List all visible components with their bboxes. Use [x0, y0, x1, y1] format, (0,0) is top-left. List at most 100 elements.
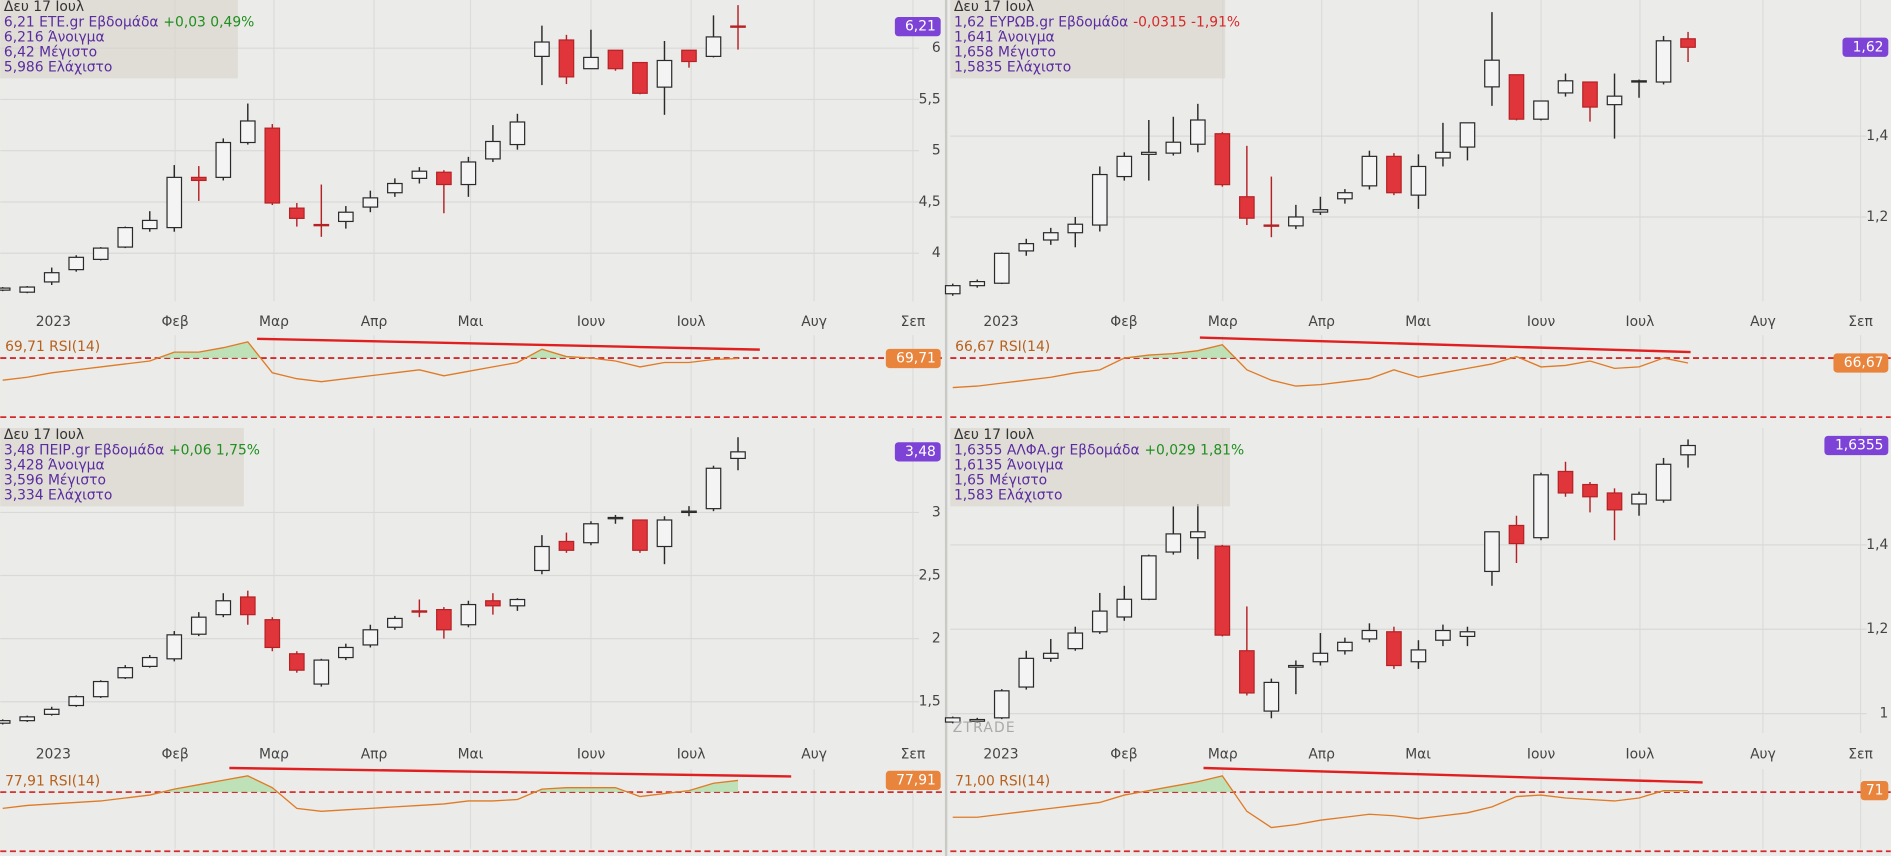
- candle-body: [509, 598, 526, 607]
- candle-body: [1582, 81, 1598, 108]
- candle-body: [705, 36, 722, 57]
- x-tick-label: Μαι: [1405, 314, 1431, 330]
- candle-body: [1312, 652, 1329, 663]
- candle-body: [1288, 664, 1304, 668]
- rsi-tag: [885, 348, 941, 369]
- candle-body: [1140, 151, 1157, 155]
- info-name-line: 6,21 ETE.gr Εβδομάδα +0,03 0,49%: [4, 14, 254, 30]
- rsi-line: [952, 775, 1689, 829]
- candle-body: [1091, 173, 1108, 226]
- info-name: 1,6355 ΑΛΦΑ.gr Εβδομάδα: [954, 442, 1140, 458]
- x-tick-label: Σεπ: [1848, 747, 1873, 763]
- x-tick-label: Απρ: [361, 747, 388, 763]
- candle-body: [1655, 40, 1672, 83]
- candle-body: [239, 120, 256, 144]
- trend-line: [257, 337, 760, 351]
- candle-body: [215, 600, 232, 616]
- candle-body: [1239, 650, 1255, 694]
- rsi-line: [2, 775, 739, 812]
- x-tick-label: Απρ: [1308, 314, 1335, 330]
- x-tick-label: 2023: [36, 747, 71, 763]
- candle-body: [1410, 649, 1427, 663]
- info-name: 3,48 ΠΕΙΡ.gr Εβδομάδα: [4, 442, 164, 458]
- y-tick-label: 2,5: [919, 568, 941, 584]
- x-tick-label: Σεπ: [901, 747, 926, 763]
- price-tag: [894, 17, 941, 37]
- y-tick-label: 4: [932, 245, 941, 261]
- candle-body: [387, 617, 403, 628]
- info-date: Δευ 17 Ιουλ: [954, 0, 1034, 15]
- candle-body: [656, 519, 673, 548]
- candle-body: [1606, 95, 1623, 106]
- candle-body: [1655, 463, 1672, 501]
- info-low-label: 3,334 Ελάχιστο: [4, 488, 112, 504]
- candle-body: [1459, 631, 1476, 638]
- candle-body: [1263, 681, 1280, 712]
- candle-body: [558, 540, 575, 551]
- candle-body: [1091, 610, 1108, 633]
- candle-body: [681, 49, 697, 63]
- candle-body: [583, 56, 599, 70]
- candle-body: [43, 272, 60, 283]
- candle-body: [387, 182, 403, 194]
- x-tick-label: Φεβ: [161, 314, 188, 330]
- candle-body: [509, 121, 526, 146]
- y-tick-label: 1,4: [1866, 128, 1888, 144]
- candle-body: [1165, 533, 1182, 553]
- candle-body: [0, 287, 11, 291]
- x-tick-label: Απρ: [1308, 747, 1335, 763]
- candle-body: [607, 516, 624, 520]
- candle-body: [485, 140, 501, 160]
- candle-body: [1533, 474, 1549, 539]
- candle-body: [1116, 598, 1133, 618]
- candle-body: [1361, 155, 1378, 187]
- rsi-tag-label: 69,71: [896, 350, 936, 366]
- candle-body: [1435, 629, 1451, 641]
- candle-body: [1582, 483, 1598, 498]
- y-tick-label: 1,5: [919, 694, 941, 710]
- candle-body: [1410, 165, 1427, 196]
- candle-body: [436, 608, 452, 631]
- info-low-label: 1,5835 Ελάχιστο: [954, 60, 1071, 76]
- candle-body: [1508, 74, 1525, 120]
- info-name: 6,21 ETE.gr Εβδομάδα: [4, 14, 159, 30]
- price-tag: [1842, 37, 1889, 57]
- info-name-line: 1,6355 ΑΛΦΑ.gr Εβδομάδα +0,029 1,81%: [954, 442, 1244, 458]
- candle-body: [1680, 38, 1696, 48]
- candle-body: [1508, 524, 1525, 545]
- price-tag: [894, 442, 941, 462]
- candle-body: [705, 467, 722, 510]
- candle-body: [656, 59, 673, 88]
- candle-body: [264, 127, 281, 204]
- candle-body: [190, 616, 207, 635]
- info-name-line: 1,62 ΕΥΡΩΒ.gr Εβδομάδα -0,0315 -1,91%: [954, 14, 1240, 30]
- info-open-label: 1,6135 Άνοιγμα: [954, 457, 1064, 473]
- candle-body: [969, 281, 986, 287]
- candle-body: [338, 646, 354, 659]
- rsi-tag-label: 71: [1866, 783, 1884, 799]
- candle-body: [0, 720, 11, 724]
- x-tick-label: Φεβ: [161, 747, 188, 763]
- candle-body: [1557, 470, 1574, 494]
- trend-line: [1199, 336, 1691, 354]
- info-high-label: 1,65 Μέγιστο: [954, 472, 1047, 488]
- candle-body: [1239, 196, 1255, 219]
- x-tick-label: Αυγ: [801, 747, 827, 763]
- candle-body: [1042, 232, 1059, 241]
- candle-body: [993, 690, 1010, 719]
- x-tick-label: Ιουν: [1527, 747, 1556, 763]
- candle-body: [411, 170, 428, 179]
- x-tick-label: Ιουλ: [677, 747, 706, 763]
- trend-line: [229, 766, 792, 778]
- candle-body: [1214, 133, 1231, 186]
- candle-body: [583, 523, 599, 544]
- trend-line: [1203, 766, 1703, 784]
- info-date: Δευ 17 Ιουλ: [954, 427, 1034, 443]
- candle-body: [68, 256, 85, 271]
- x-tick-label: Ιουλ: [1626, 314, 1655, 330]
- candle-body: [632, 61, 648, 94]
- price-tag-label: 1,62: [1853, 39, 1884, 55]
- info-open-label: 1,641 Άνοιγμα: [954, 29, 1055, 45]
- y-tick-label: 1,2: [1866, 209, 1888, 225]
